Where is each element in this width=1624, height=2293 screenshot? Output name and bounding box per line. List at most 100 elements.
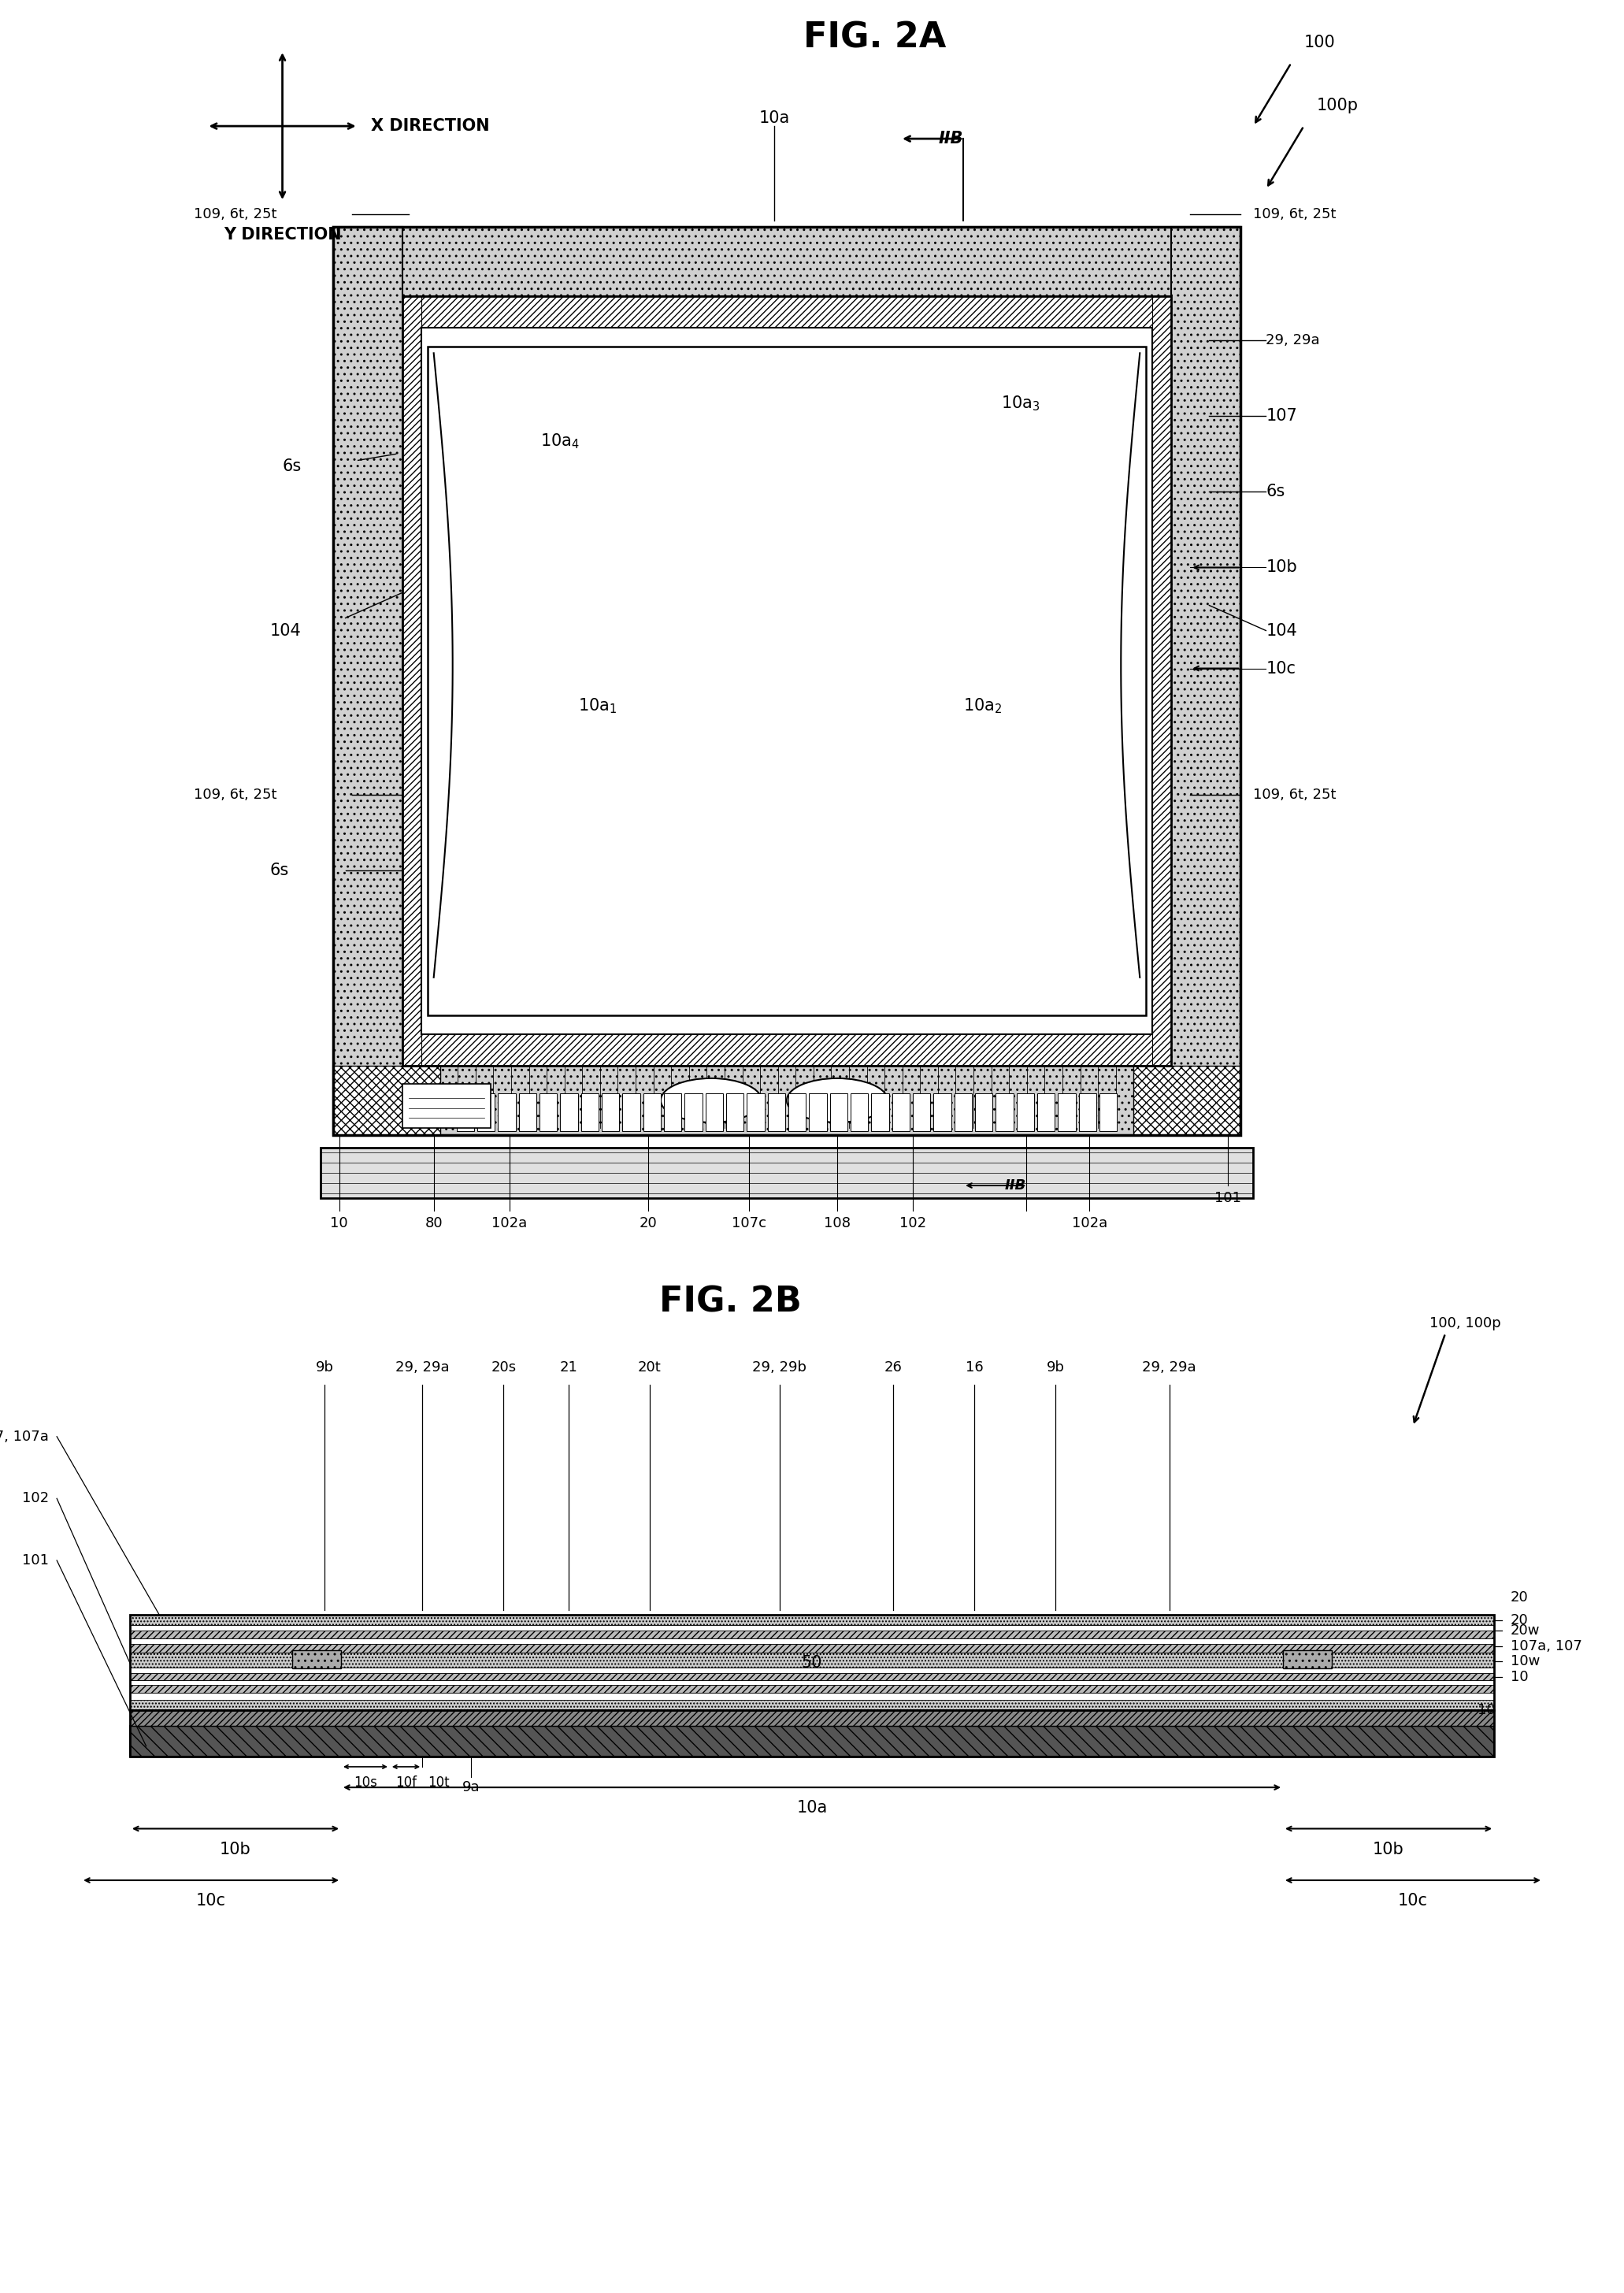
Bar bbox=[456, 1094, 474, 1130]
Text: 6s: 6s bbox=[270, 862, 289, 878]
Bar bbox=[809, 1094, 827, 1130]
Bar bbox=[403, 296, 421, 1066]
Text: 10a: 10a bbox=[758, 110, 789, 126]
Bar bbox=[1057, 1094, 1075, 1130]
Bar bbox=[643, 1094, 661, 1130]
Text: 102a: 102a bbox=[1072, 1215, 1108, 1231]
Bar bbox=[1038, 1094, 1056, 1130]
Bar bbox=[130, 1692, 1494, 1699]
Text: 10: 10 bbox=[330, 1215, 348, 1231]
Text: 101: 101 bbox=[23, 1552, 49, 1568]
Text: 26: 26 bbox=[883, 1360, 903, 1374]
Text: 10s: 10s bbox=[354, 1775, 377, 1789]
Text: 100p: 100p bbox=[1317, 99, 1358, 112]
Bar bbox=[427, 346, 1147, 1016]
Bar bbox=[1153, 296, 1171, 1066]
Text: 107: 107 bbox=[1267, 408, 1298, 424]
Bar bbox=[130, 1644, 1494, 1653]
Bar bbox=[1078, 1094, 1096, 1130]
Bar bbox=[403, 296, 1171, 328]
Ellipse shape bbox=[786, 1078, 888, 1124]
Text: 20: 20 bbox=[640, 1215, 658, 1231]
Text: 10: 10 bbox=[1478, 1704, 1496, 1717]
Text: 21: 21 bbox=[559, 1360, 578, 1374]
Text: 100: 100 bbox=[1304, 34, 1335, 50]
Text: 109, 6t, 25t: 109, 6t, 25t bbox=[195, 206, 278, 222]
Text: 102: 102 bbox=[900, 1215, 926, 1231]
Bar bbox=[996, 1094, 1013, 1130]
Bar bbox=[1171, 227, 1241, 1135]
Ellipse shape bbox=[661, 1078, 762, 1124]
Text: FIG. 2B: FIG. 2B bbox=[659, 1286, 802, 1318]
Bar bbox=[934, 1094, 952, 1130]
Text: 9b: 9b bbox=[1046, 1360, 1065, 1374]
Text: IIB: IIB bbox=[939, 131, 963, 147]
Bar bbox=[292, 1651, 341, 1669]
Text: 6s: 6s bbox=[283, 459, 302, 475]
Bar bbox=[130, 1614, 1494, 1711]
Text: 29, 29a: 29, 29a bbox=[1142, 1360, 1197, 1374]
Text: 109, 6t, 25t: 109, 6t, 25t bbox=[1254, 786, 1337, 803]
Bar bbox=[726, 1094, 744, 1130]
Text: 10f: 10f bbox=[395, 1775, 417, 1789]
Text: 10a$_4$: 10a$_4$ bbox=[541, 431, 580, 452]
Bar bbox=[130, 1699, 1494, 1711]
Bar bbox=[622, 1094, 640, 1130]
Text: 10c: 10c bbox=[1267, 660, 1296, 676]
Text: 10b: 10b bbox=[1267, 559, 1298, 576]
Text: 50: 50 bbox=[802, 1656, 822, 1669]
Text: 6s: 6s bbox=[1267, 484, 1285, 500]
Bar bbox=[403, 296, 1171, 1066]
Text: 20w: 20w bbox=[1510, 1623, 1540, 1637]
Text: 10a: 10a bbox=[796, 1800, 828, 1816]
Text: 108: 108 bbox=[823, 1215, 851, 1231]
Bar bbox=[788, 1094, 806, 1130]
Text: 10t: 10t bbox=[427, 1775, 450, 1789]
Bar bbox=[974, 1094, 992, 1130]
Bar bbox=[747, 1094, 765, 1130]
Bar bbox=[851, 1094, 869, 1130]
Text: 107c: 107c bbox=[732, 1215, 767, 1231]
Text: 10b: 10b bbox=[1372, 1841, 1405, 1857]
Text: 29, 29a: 29, 29a bbox=[395, 1360, 450, 1374]
Text: 10c: 10c bbox=[197, 1894, 226, 1908]
Text: 10b: 10b bbox=[219, 1841, 252, 1857]
Text: FIG. 2A: FIG. 2A bbox=[804, 21, 947, 55]
Text: 10a$_1$: 10a$_1$ bbox=[578, 697, 617, 715]
Bar bbox=[518, 1094, 536, 1130]
Text: 16: 16 bbox=[965, 1360, 984, 1374]
Text: 9a: 9a bbox=[463, 1779, 479, 1795]
Bar bbox=[130, 1653, 1494, 1667]
Bar bbox=[130, 1711, 1494, 1756]
Bar bbox=[601, 1094, 619, 1130]
Bar bbox=[333, 227, 1241, 1135]
Text: 10w: 10w bbox=[1510, 1656, 1540, 1669]
Bar bbox=[892, 1094, 909, 1130]
Bar bbox=[830, 1094, 848, 1130]
Bar bbox=[403, 1085, 490, 1128]
Bar bbox=[403, 1034, 1171, 1066]
Text: 29, 29b: 29, 29b bbox=[752, 1360, 807, 1374]
Text: X DIRECTION: X DIRECTION bbox=[370, 119, 489, 133]
Bar bbox=[1099, 1094, 1117, 1130]
Bar bbox=[333, 227, 1241, 296]
Bar bbox=[130, 1639, 1494, 1644]
Text: 102: 102 bbox=[21, 1490, 49, 1507]
Text: 20: 20 bbox=[1510, 1591, 1528, 1605]
Bar bbox=[130, 1711, 1494, 1724]
Text: 20: 20 bbox=[1510, 1614, 1528, 1628]
Text: 104: 104 bbox=[1267, 624, 1298, 637]
Bar bbox=[130, 1614, 1494, 1626]
Bar bbox=[130, 1685, 1494, 1692]
Bar bbox=[499, 1094, 515, 1130]
Bar bbox=[560, 1094, 578, 1130]
Text: 10: 10 bbox=[1510, 1669, 1528, 1683]
Bar bbox=[685, 1094, 702, 1130]
Text: 10a$_3$: 10a$_3$ bbox=[1000, 394, 1041, 413]
Bar bbox=[477, 1094, 495, 1130]
Text: 104: 104 bbox=[270, 624, 300, 637]
Bar bbox=[705, 1094, 723, 1130]
Text: 107a, 107: 107a, 107 bbox=[1510, 1639, 1582, 1653]
Bar bbox=[872, 1094, 888, 1130]
Text: Y DIRECTION: Y DIRECTION bbox=[224, 227, 341, 243]
